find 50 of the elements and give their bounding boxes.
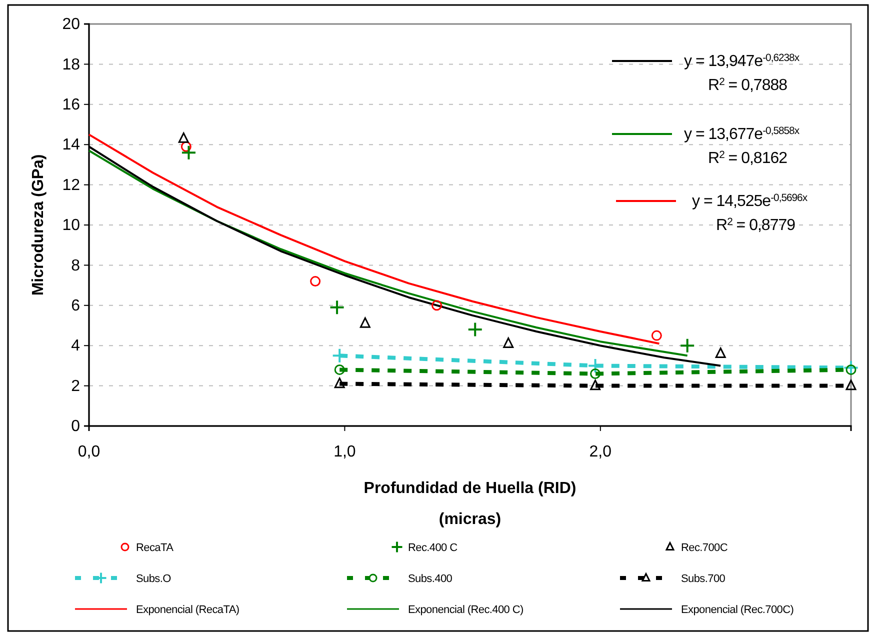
legend-label: Exponencial (Rec.700C)	[681, 604, 794, 616]
y-tick-label: 18	[62, 56, 80, 74]
legend-label: Subs.400	[408, 573, 452, 585]
point	[180, 144, 196, 160]
point	[178, 132, 189, 143]
legend-label: Subs.O	[136, 573, 172, 585]
point	[846, 380, 856, 390]
y-axis-title: Microdureza (GPa)	[30, 154, 47, 296]
point	[503, 337, 514, 348]
annotation: y = 13,677e$^{-0,5858x}$	[684, 126, 800, 143]
y-tick-label: 10	[62, 217, 80, 234]
point	[843, 360, 859, 376]
legend-label: RecaTA	[136, 542, 174, 554]
point	[334, 364, 345, 375]
y-tick-label: 12	[62, 176, 80, 194]
point	[360, 317, 370, 328]
legend-label: Exponencial (RecaTA)	[136, 604, 240, 616]
x-tick-label: 1,0	[334, 443, 356, 460]
point	[432, 300, 442, 311]
annotation: y = 13,947e$^{-0,6238x}$	[684, 52, 800, 70]
annotation: y = 14,525e$^{-0,5696x}$	[692, 192, 808, 210]
x-axis-title: Profundidad de Huella (RID) (micras)	[364, 480, 576, 528]
annotation: R$^{2}$ = 0,8779	[716, 216, 796, 234]
y-tick-label: 6	[71, 298, 80, 315]
point	[310, 276, 321, 287]
point	[334, 378, 345, 388]
legend-label: Exponencial (Rec.400 C)	[408, 604, 524, 616]
legend-label: Rec.400 C	[408, 542, 458, 554]
point	[329, 300, 345, 316]
x-tick-label: 2,0	[589, 443, 612, 460]
point	[590, 380, 601, 390]
y-tick-label: 20	[62, 16, 80, 34]
legend-label: Subs.700	[681, 573, 726, 585]
x-tick-label: 0,0	[78, 443, 100, 460]
annotation: R$^{2}$ = 0,7888	[708, 76, 788, 94]
line-series	[88, 134, 660, 345]
y-tick-label: 8	[71, 257, 80, 274]
point	[590, 368, 601, 379]
point	[651, 330, 662, 341]
y-tick-label: 4	[71, 338, 80, 355]
point	[180, 141, 192, 152]
y-tick-label: 14	[62, 136, 80, 154]
y-tick-label: 2	[71, 378, 80, 395]
point	[846, 364, 856, 375]
y-tick-label: 0	[71, 418, 80, 436]
legend-label: Rec.700C	[681, 542, 728, 554]
point	[467, 322, 483, 338]
annotation: R$^{2}$ = 0,8162	[708, 150, 788, 167]
point	[715, 347, 726, 358]
y-tick-label: 16	[62, 96, 80, 114]
